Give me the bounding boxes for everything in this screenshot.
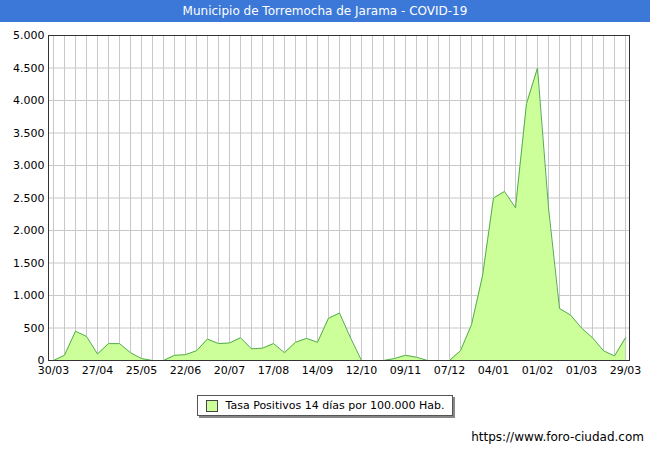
html-text:Tasa Positivos 14 días por 100: Tasa Positivos 14 días por 100.000 Hab. — [225, 399, 445, 412]
svg-text:3.500: 3.500 — [13, 127, 45, 140]
svg-text:0: 0 — [37, 354, 45, 367]
svg-text:3.000: 3.000 — [13, 159, 45, 172]
html-text:Municipio de Torremocha de Jar: Municipio de Torremocha de Jarama - COVI… — [182, 4, 468, 18]
svg-text:4.500: 4.500 — [13, 62, 45, 75]
svg-text:09/11: 09/11 — [390, 364, 422, 377]
svg-text:5.000: 5.000 — [13, 29, 45, 42]
svg-text:500: 500 — [24, 322, 45, 335]
svg-text:2.000: 2.000 — [13, 224, 45, 237]
svg-text:30/03: 30/03 — [38, 364, 70, 377]
svg-text:29/03: 29/03 — [610, 364, 642, 377]
svg-text:4.000: 4.000 — [13, 94, 45, 107]
svg-text:22/06: 22/06 — [170, 364, 202, 377]
svg-text:2.500: 2.500 — [13, 192, 45, 205]
svg-text:1.000: 1.000 — [13, 289, 45, 302]
svg-text:17/08: 17/08 — [258, 364, 290, 377]
svg-text:01/03: 01/03 — [566, 364, 598, 377]
svg-text:20/07: 20/07 — [214, 364, 246, 377]
svg-text:04/01: 04/01 — [478, 364, 510, 377]
svg-text:25/05: 25/05 — [126, 364, 158, 377]
svg-text:14/09: 14/09 — [302, 364, 334, 377]
svg-text:01/02: 01/02 — [522, 364, 554, 377]
svg-text:27/04: 27/04 — [82, 364, 114, 377]
svg-text:07/12: 07/12 — [434, 364, 466, 377]
svg-text:12/10: 12/10 — [346, 364, 378, 377]
html-text:https://www.foro-ciudad.com: https://www.foro-ciudad.com — [471, 430, 644, 444]
svg-text:1.500: 1.500 — [13, 257, 45, 270]
